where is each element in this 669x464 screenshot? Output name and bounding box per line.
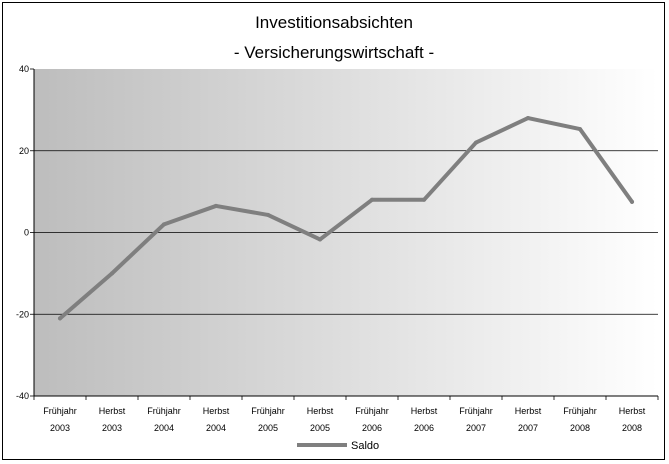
x-tick-label: 2003 xyxy=(50,423,70,433)
data-point xyxy=(370,197,374,202)
data-point xyxy=(58,316,62,321)
x-tick-label: 2008 xyxy=(570,423,590,433)
x-tick-label: 2007 xyxy=(466,423,486,433)
x-tick-label: 2006 xyxy=(362,423,382,433)
data-point xyxy=(110,271,114,276)
x-tick-label: Frühjahr xyxy=(251,406,285,416)
data-point xyxy=(630,199,634,204)
x-tick-label: 2003 xyxy=(102,423,122,433)
data-point xyxy=(266,212,270,217)
x-tick-label: Frühjahr xyxy=(43,406,77,416)
data-point xyxy=(318,237,322,242)
x-tick-label: 2005 xyxy=(310,423,330,433)
x-tick-label: Herbst xyxy=(515,406,542,416)
x-tick-label: Herbst xyxy=(619,406,646,416)
x-tick-label: Herbst xyxy=(99,406,126,416)
y-tick-label: 40 xyxy=(19,64,29,74)
y-tick-label: 20 xyxy=(19,146,29,156)
x-tick-label: Frühjahr xyxy=(147,406,181,416)
data-point xyxy=(474,140,478,145)
data-point xyxy=(162,222,166,227)
x-tick-label: 2004 xyxy=(154,423,174,433)
x-tick-label: Herbst xyxy=(203,406,230,416)
data-point xyxy=(578,127,582,132)
x-tick-label: Frühjahr xyxy=(459,406,493,416)
series-line-saldo xyxy=(58,116,634,321)
y-tick-label: -40 xyxy=(16,391,29,401)
x-tick-label: Herbst xyxy=(307,406,334,416)
x-tick-label: Herbst xyxy=(411,406,438,416)
x-tick-label: 2008 xyxy=(622,423,642,433)
data-point xyxy=(422,197,426,202)
legend-label: Saldo xyxy=(351,440,379,452)
y-tick-label: 0 xyxy=(24,228,29,238)
x-tick-label: Frühjahr xyxy=(355,406,389,416)
chart-title: Investitionsabsichten xyxy=(255,13,413,32)
x-tick-label: 2004 xyxy=(206,423,226,433)
x-tick-label: 2006 xyxy=(414,423,434,433)
chart-subtitle: - Versicherungswirtschaft - xyxy=(234,43,434,62)
x-tick-label: 2005 xyxy=(258,423,278,433)
data-point xyxy=(526,116,530,121)
x-tick-label: 2007 xyxy=(518,423,538,433)
x-tick-label: Frühjahr xyxy=(563,406,597,416)
data-point xyxy=(214,203,218,208)
y-tick-label: -20 xyxy=(16,309,29,319)
